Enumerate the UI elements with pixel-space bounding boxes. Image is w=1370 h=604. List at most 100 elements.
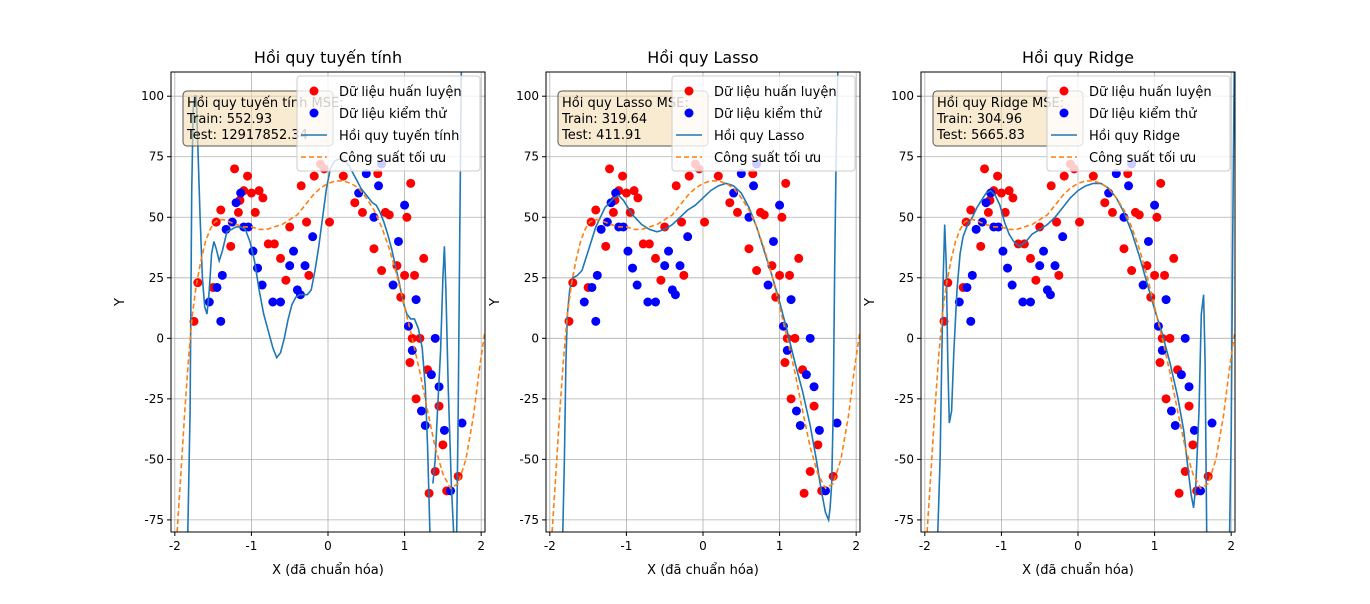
x-tick-label: 0 bbox=[324, 539, 332, 553]
train-point bbox=[193, 278, 203, 288]
test-point bbox=[1189, 425, 1199, 435]
test-point bbox=[289, 246, 299, 256]
train-point bbox=[759, 210, 769, 220]
train-point bbox=[434, 401, 444, 411]
train-point bbox=[406, 178, 416, 188]
legend-label: Dữ liệu huấn luyện bbox=[339, 85, 462, 100]
test-point bbox=[388, 280, 398, 290]
train-point bbox=[1004, 186, 1014, 196]
train-point bbox=[1165, 333, 1175, 343]
optimal-curve bbox=[176, 180, 485, 532]
test-point bbox=[587, 282, 597, 292]
train-point bbox=[1075, 217, 1085, 227]
test-point bbox=[664, 246, 674, 256]
y-tick-label: 100 bbox=[141, 89, 164, 103]
legend-label: Hồi quy tuyến tính bbox=[339, 129, 459, 144]
legend: Dữ liệu huấn luyện Dữ liệu kiểm thử Hồi qu… bbox=[671, 75, 856, 172]
legend-label: Công suất tối ưu bbox=[339, 151, 446, 166]
fit-curve bbox=[1228, 72, 1235, 532]
fit-curve bbox=[187, 95, 431, 532]
test-point bbox=[217, 270, 227, 280]
train-point bbox=[226, 241, 236, 251]
optimal-curve bbox=[926, 180, 1235, 532]
train-point bbox=[1156, 178, 1166, 188]
test-point bbox=[236, 188, 246, 198]
train-point bbox=[608, 207, 618, 217]
legend-label: Dữ liệu kiểm thử bbox=[714, 107, 822, 122]
train-point bbox=[805, 466, 815, 476]
test-point bbox=[986, 188, 996, 198]
test-point bbox=[579, 297, 589, 307]
subplot-1: -2 -1 0 1 2 -75 -50 -25 0 25 50 75 100 Hồi quy tuyến … bbox=[113, 48, 486, 578]
train-point bbox=[350, 198, 360, 208]
annotation-line: Train: 552.93 bbox=[186, 112, 272, 127]
test-point bbox=[374, 181, 384, 191]
train-point bbox=[269, 239, 279, 249]
y-axis-label: Y bbox=[113, 298, 128, 307]
train-point bbox=[1155, 358, 1165, 368]
y-tick-label: -75 bbox=[144, 513, 164, 527]
test-point bbox=[403, 321, 413, 331]
train-point bbox=[276, 253, 286, 263]
x-tick-label: -2 bbox=[544, 539, 556, 553]
train-point bbox=[400, 270, 410, 280]
x-tick-label: -2 bbox=[169, 539, 181, 553]
test-point bbox=[1026, 297, 1036, 307]
train-point bbox=[1134, 210, 1144, 220]
y-tick-label: 0 bbox=[531, 331, 539, 345]
test-point bbox=[300, 261, 310, 271]
train-point bbox=[651, 253, 661, 263]
train-point bbox=[1031, 275, 1041, 285]
legend-marker-train bbox=[684, 86, 694, 96]
test-point bbox=[596, 224, 606, 234]
test-point bbox=[606, 198, 616, 208]
legend-label: Công suất tối ưu bbox=[714, 151, 821, 166]
legend-label: Dữ liệu kiểm thử bbox=[339, 107, 447, 122]
plot-area bbox=[926, 72, 1235, 532]
y-tick-label: 75 bbox=[899, 150, 914, 164]
train-point bbox=[302, 217, 312, 227]
train-point bbox=[656, 275, 666, 285]
y-tick-label: 50 bbox=[149, 210, 164, 224]
optimal-curve bbox=[551, 180, 860, 532]
legend-frame bbox=[671, 75, 856, 172]
train-point bbox=[725, 198, 735, 208]
train-point bbox=[1169, 253, 1179, 263]
x-axis-label: X (đã chuẩn hóa) bbox=[272, 563, 384, 578]
test-point bbox=[1161, 295, 1171, 305]
train-point bbox=[405, 358, 415, 368]
test-point bbox=[1124, 181, 1134, 191]
x-tick-label: 0 bbox=[1074, 539, 1082, 553]
y-axis-label: Y bbox=[863, 298, 878, 307]
train-point bbox=[983, 207, 993, 217]
x-axis-label: X (đã chuẩn hóa) bbox=[1022, 563, 1134, 578]
train-point bbox=[419, 253, 429, 263]
test-point bbox=[801, 370, 811, 380]
y-tick-label: 25 bbox=[149, 271, 164, 285]
train-point bbox=[1152, 212, 1162, 222]
x-tick-label: 1 bbox=[776, 539, 784, 553]
x-tick-label: 1 bbox=[401, 539, 409, 553]
train-point bbox=[564, 316, 574, 326]
y-tick-label: -50 bbox=[144, 452, 164, 466]
x-tick-label: 2 bbox=[477, 539, 485, 553]
train-point bbox=[732, 207, 742, 217]
x-tick-label: -1 bbox=[620, 539, 632, 553]
train-point bbox=[430, 466, 440, 476]
train-point bbox=[1054, 270, 1064, 280]
y-tick-label: 50 bbox=[899, 210, 914, 224]
y-tick-label: -50 bbox=[894, 452, 914, 466]
train-point bbox=[744, 244, 754, 254]
test-point bbox=[821, 486, 831, 496]
y-tick-label: -75 bbox=[519, 513, 539, 527]
train-point bbox=[781, 178, 791, 188]
y-tick-label: 75 bbox=[149, 150, 164, 164]
train-point bbox=[943, 278, 953, 288]
train-point bbox=[601, 241, 611, 251]
train-point bbox=[281, 275, 291, 285]
train-point bbox=[357, 207, 367, 217]
train-point bbox=[786, 394, 796, 404]
test-point bbox=[651, 297, 661, 307]
